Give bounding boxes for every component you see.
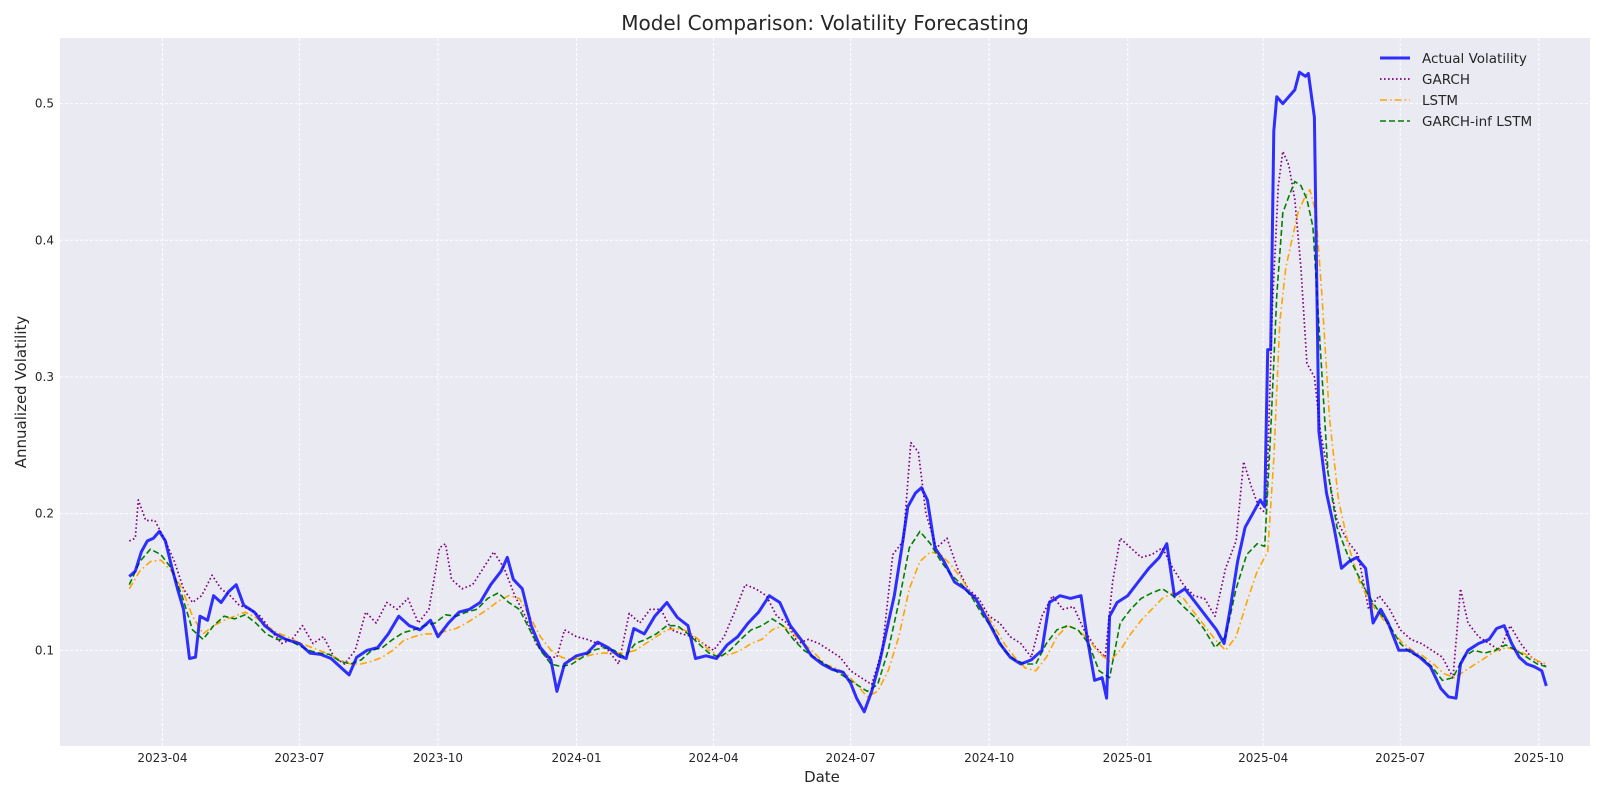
x-tick-label: 2024-01 (551, 751, 601, 765)
legend-label: LSTM (1422, 93, 1458, 109)
x-tick-label: 2025-04 (1238, 751, 1288, 765)
x-tick-label: 2023-04 (137, 751, 187, 765)
legend-label: GARCH (1422, 72, 1470, 88)
y-tick-label: 0.4 (35, 233, 54, 247)
x-tick-label: 2023-07 (274, 751, 324, 765)
series-lines (128, 70, 1548, 714)
x-tick-label: 2024-04 (688, 751, 738, 765)
y-tick-label: 0.3 (35, 370, 54, 384)
x-tick-label: 2025-10 (1514, 751, 1564, 765)
y-axis-title: Annualized Volatility (12, 316, 30, 469)
series-line-lstm (128, 188, 1547, 698)
x-axis-title: Date (804, 768, 840, 786)
legend-label: GARCH-inf LSTM (1422, 114, 1532, 130)
y-tick-label: 0.5 (35, 97, 54, 111)
x-tick-label: 2023-10 (413, 751, 463, 765)
x-tick-label: 2024-07 (826, 751, 876, 765)
series-line-garch-inf-lstm (128, 180, 1547, 693)
x-tick-label: 2025-01 (1103, 751, 1153, 765)
grid (60, 38, 1590, 746)
legend-label: Actual Volatility (1422, 51, 1527, 67)
x-tick-label: 2024-10 (964, 751, 1014, 765)
y-tick-label: 0.2 (35, 507, 54, 521)
chart-title: Model Comparison: Volatility Forecasting (621, 11, 1029, 35)
x-tick-label: 2025-07 (1375, 751, 1425, 765)
legend: Actual Volatility GARCH LSTM GARCH-inf LSTM (1380, 51, 1532, 130)
plot-area (60, 38, 1590, 746)
y-tick-label: 0.1 (35, 643, 54, 657)
series-line-actual-volatility (128, 70, 1548, 714)
axes: 0.1 0.2 0.3 0.4 0.5 2023-04 2023-07 2023-10 2024… (35, 97, 1564, 765)
